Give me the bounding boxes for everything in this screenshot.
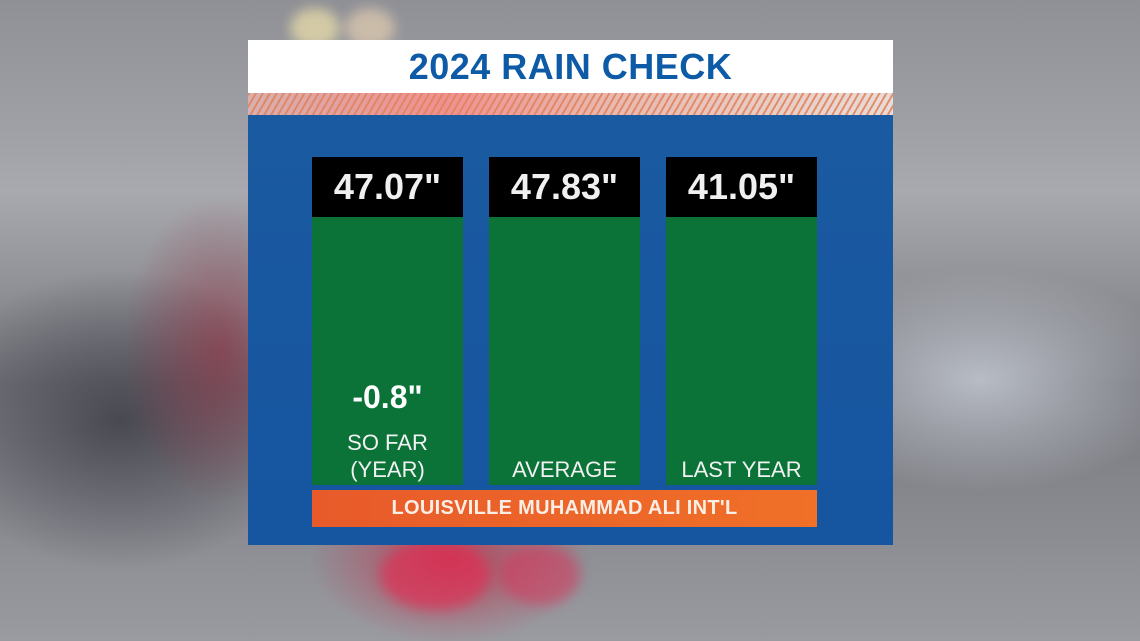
- location-banner: LOUISVILLE MUHAMMAD ALI INT'L: [312, 490, 817, 527]
- title-bar: 2024 RAIN CHECK: [248, 40, 893, 93]
- bar-value: 47.83": [489, 157, 640, 217]
- background-bokeh: [500, 545, 580, 605]
- bar-value: 41.05": [666, 157, 817, 217]
- bar-value: 47.07": [312, 157, 463, 217]
- difference-label: -0.8": [352, 379, 423, 415]
- bar-label-line1: AVERAGE: [512, 457, 617, 482]
- chart-area: 47.07" -0.8" SO FAR (YEAR) 47.83" AVERAG…: [248, 115, 893, 545]
- chart-title: 2024 RAIN CHECK: [408, 45, 733, 87]
- bar-label-line2: (YEAR): [350, 457, 425, 482]
- bar-so-far: 47.07" -0.8" SO FAR (YEAR): [312, 157, 463, 485]
- decorative-stripe: [248, 93, 893, 115]
- bar-label: LAST YEAR: [666, 456, 817, 483]
- bar-average: 47.83" AVERAGE: [489, 157, 640, 485]
- rain-check-graphic: 2024 RAIN CHECK 47.07" -0.8" SO FAR (YEA…: [248, 40, 893, 545]
- bar-label-line1: SO FAR: [347, 430, 428, 455]
- bar-last-year: 41.05" LAST YEAR: [666, 157, 817, 485]
- bar-label: SO FAR (YEAR): [312, 429, 463, 483]
- bar-label: AVERAGE: [489, 456, 640, 483]
- bar-label-line1: LAST YEAR: [681, 457, 802, 482]
- background-bokeh: [380, 540, 490, 610]
